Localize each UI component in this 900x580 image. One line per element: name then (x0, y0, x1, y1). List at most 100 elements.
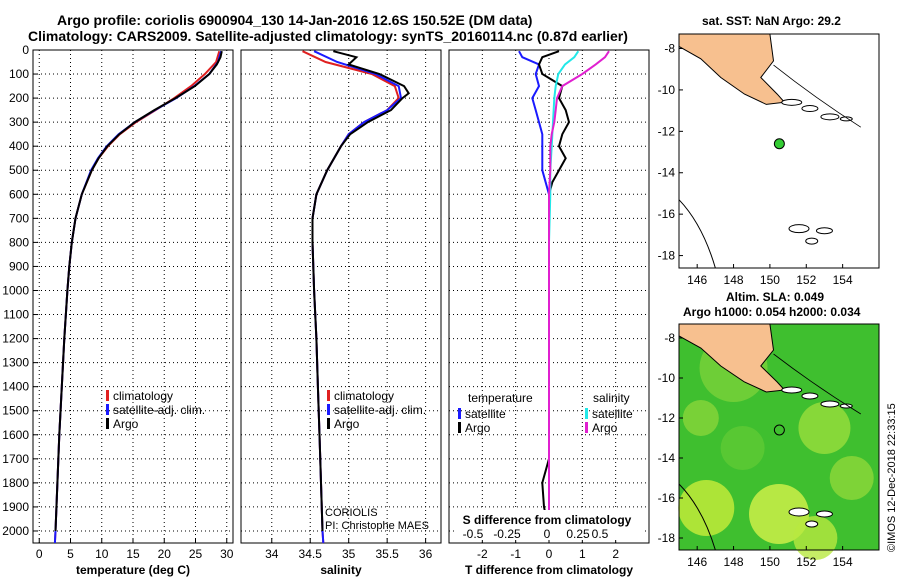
legend-label: Argo (592, 421, 618, 435)
y-tick-label: 800 (9, 235, 29, 249)
island (805, 520, 819, 528)
legend-swatch (458, 422, 461, 433)
legend-swatch (106, 418, 109, 429)
y-tick-label: 1300 (2, 356, 29, 370)
s-diff-tick-label: -0.5 (463, 527, 484, 541)
lat-tick-label: -14 (658, 166, 676, 180)
y-tick-label: 100 (9, 67, 29, 81)
title-line-2: Climatology: CARS2009. Satellite-adjuste… (28, 28, 628, 44)
s-diff-tick-label: 0 (544, 527, 551, 541)
climatology-line (302, 50, 400, 544)
legend-swatch (106, 390, 109, 401)
lon-tick-label: 150 (760, 273, 780, 287)
x-tick-label: 20 (158, 547, 172, 561)
island (781, 98, 803, 106)
legend-swatch (458, 408, 461, 419)
annotation-line: CORIOLIS (325, 507, 378, 519)
sst-label: sat. SST: NaN Argo: 29.2 (702, 14, 841, 28)
map-background (679, 34, 879, 268)
x-tick-label: -1 (510, 547, 521, 561)
lat-tick-label: -14 (658, 451, 676, 465)
lat-tick-label: -18 (658, 249, 676, 263)
x-axis-label: temperature (deg C) (76, 563, 190, 577)
x-tick-label: 34.5 (299, 547, 323, 561)
lon-tick-label: 154 (833, 273, 853, 287)
difference-panel: -2 -1 0 1 2 T difference from climatology temp… (448, 49, 650, 577)
lat-tick-label: -8 (664, 331, 675, 345)
title-line-1: Argo profile: coriolis 6900904_130 14-Ja… (57, 12, 533, 28)
legend-label: satellite (465, 407, 506, 421)
shelf-contour (773, 353, 862, 415)
legend-swatch (585, 422, 588, 433)
reef-contour (678, 483, 716, 551)
legend-label: satellite (592, 407, 633, 421)
lon-tick-label: 146 (687, 273, 707, 287)
annotation-line: PI: Christophe MAES (325, 520, 429, 532)
y-tick-label: 500 (9, 163, 29, 177)
temperature-panel: 0 5 10 15 20 25 30 temperature (deg C) 0 100 200 30… (2, 43, 233, 577)
x-tick-label: 34 (265, 547, 279, 561)
y-tick-label: 400 (9, 139, 29, 153)
legend-swatch (585, 408, 588, 419)
argo-height-label: Argo h1000: 0.054 h2000: 0.034 (683, 305, 861, 319)
legend-swatch (106, 404, 109, 415)
top-axis-background (455, 510, 645, 540)
salinity-panel: 34 34.5 35 35.5 36 salinity climatologysatelli… (240, 49, 442, 577)
lon-tick-label: 148 (724, 555, 744, 569)
y-tick-label: 1200 (2, 332, 29, 346)
legend-swatch (327, 390, 330, 401)
x-tick-label: 35.5 (375, 547, 399, 561)
x-tick-label: 2 (612, 547, 619, 561)
legend-swatch (327, 404, 330, 415)
sla-anomaly-blob (720, 426, 765, 470)
sla-anomaly-blob (678, 480, 735, 536)
x-tick-label: 1 (579, 547, 586, 561)
x-tick-label: 25 (189, 547, 203, 561)
lon-tick-label: 146 (687, 555, 707, 569)
island (781, 386, 803, 394)
legend-label: Argo (334, 417, 360, 431)
sal-diff-argo-line (548, 50, 610, 531)
x-tick-label: 35 (342, 547, 356, 561)
island (815, 510, 833, 518)
island (801, 392, 819, 400)
map-frame (678, 323, 880, 551)
sla-map-panel: 146 148 150 152 154 -8 -10 -12 -14 -16 -18 (658, 323, 880, 569)
island (820, 400, 840, 408)
x-tick-label: -2 (477, 547, 488, 561)
y-tick-label: 1100 (3, 308, 29, 322)
s-diff-tick-label: -0.25 (493, 527, 521, 541)
land-new-guinea (678, 323, 786, 393)
x-axis-label: T difference from climatology (465, 563, 633, 577)
y-tick-label: 1000 (2, 283, 29, 297)
float-marker (773, 424, 785, 436)
y-tick-label: 200 (9, 91, 29, 105)
satellite-clim-line (311, 50, 403, 544)
x-tick-label: 0 (546, 547, 553, 561)
lat-tick-label: -16 (658, 207, 676, 221)
x-tick-label: 15 (126, 547, 140, 561)
island (820, 113, 840, 121)
legend-title-temperature: temperature (468, 391, 533, 405)
lon-tick-label: 148 (724, 273, 744, 287)
lat-tick-label: -10 (658, 83, 676, 97)
y-tick-label: 600 (9, 187, 29, 201)
float-marker (773, 138, 785, 150)
lat-tick-label: -10 (658, 371, 676, 385)
y-tick-label: 1600 (2, 428, 29, 442)
legend-label: Argo (113, 417, 139, 431)
reef-contour (678, 199, 716, 269)
imos-stamp: ©IMOS 12-Dec-2018 22:33:15 (886, 403, 898, 552)
island (788, 224, 810, 234)
climatology-line (53, 50, 221, 544)
x-tick-label: 0 (36, 547, 43, 561)
y-tick-label: 1500 (2, 404, 29, 418)
y-tick-label: 2000 (2, 524, 29, 538)
island (805, 237, 819, 245)
y-tick-label: 300 (9, 115, 29, 129)
legend-label: satellite-adj. clim. (334, 403, 426, 417)
island (801, 105, 819, 113)
legend-title-salinity: salinity (593, 391, 630, 405)
sla-anomaly-blob (829, 456, 874, 500)
land-new-guinea (678, 33, 786, 105)
